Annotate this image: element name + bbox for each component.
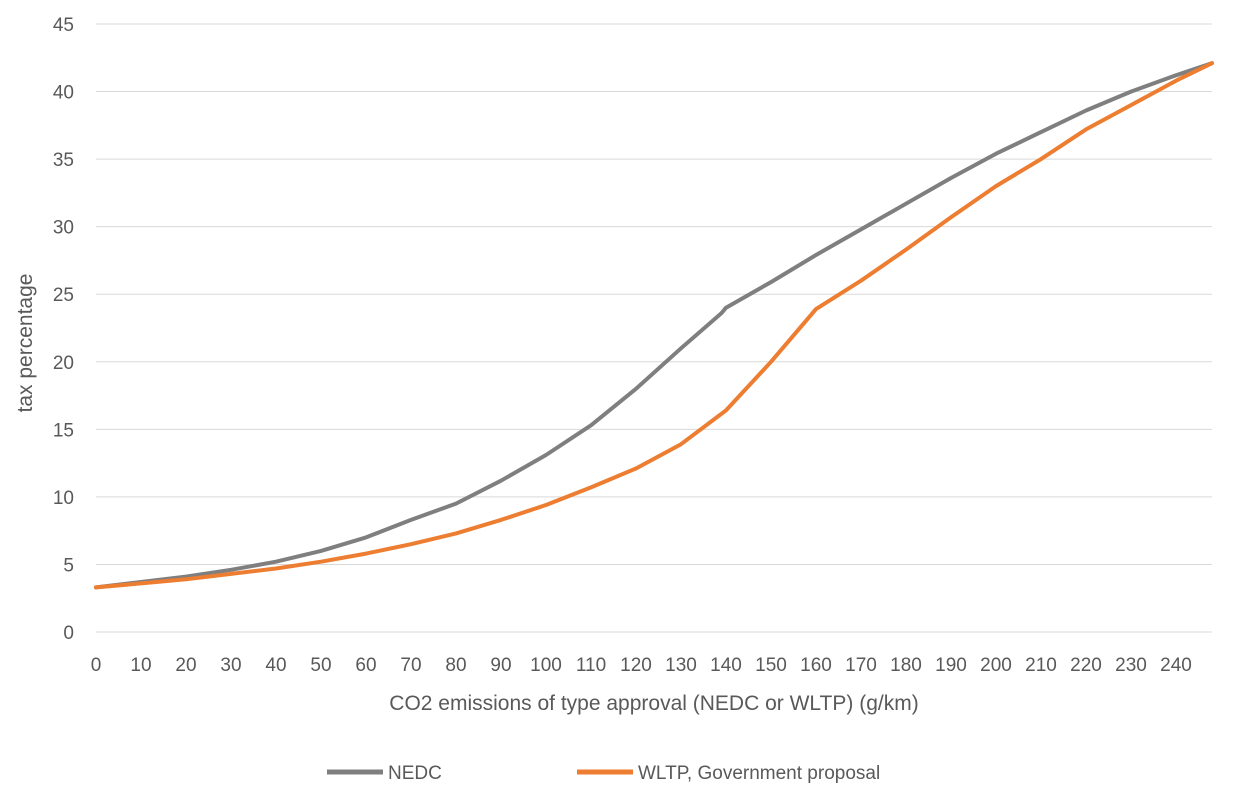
x-tick-label: 200: [980, 655, 1012, 676]
y-tick-label: 40: [53, 83, 74, 104]
x-tick-label: 60: [355, 655, 376, 676]
y-axis-tick-labels: 0 5 10 15 20 25 30 35 40 45: [53, 15, 74, 644]
x-tick-label: 0: [91, 655, 102, 676]
y-tick-label: 45: [53, 15, 74, 36]
x-axis-title: CO2 emissions of type approval (NEDC or …: [389, 692, 918, 715]
y-tick-label: 35: [53, 150, 74, 171]
x-tick-label: 140: [710, 655, 742, 676]
series-line-nedc: [94, 61, 1214, 590]
x-tick-label: 50: [310, 655, 331, 676]
y-tick-label: 20: [53, 353, 74, 374]
y-tick-label: 0: [63, 623, 74, 644]
x-tick-label: 240: [1160, 655, 1192, 676]
x-tick-label: 40: [265, 655, 286, 676]
x-tick-label: 80: [445, 655, 466, 676]
y-tick-label: 15: [53, 420, 74, 441]
y-tick-label: 5: [63, 555, 74, 576]
x-tick-label: 10: [130, 655, 151, 676]
series-lines: [94, 61, 1214, 590]
legend-label-nedc: NEDC: [388, 763, 442, 784]
y-axis-title: tax percentage: [14, 274, 37, 413]
legend-label-wltp: WLTP, Government proposal: [638, 763, 880, 784]
gridlines: [96, 23, 1212, 633]
x-tick-label: 170: [845, 655, 877, 676]
legend: NEDC WLTP, Government proposal: [327, 763, 880, 784]
x-tick-label: 110: [576, 655, 606, 676]
x-tick-label: 20: [175, 655, 196, 676]
x-tick-label: 180: [890, 655, 922, 676]
x-tick-label: 30: [220, 655, 241, 676]
x-tick-label: 70: [400, 655, 421, 676]
x-tick-label: 230: [1115, 655, 1147, 676]
x-tick-label: 210: [1025, 655, 1057, 676]
x-tick-label: 150: [755, 655, 787, 676]
x-tick-label: 160: [800, 655, 832, 676]
x-tick-label: 90: [490, 655, 511, 676]
y-tick-label: 10: [53, 488, 74, 509]
x-tick-label: 100: [530, 655, 562, 676]
x-tick-label: 130: [665, 655, 697, 676]
series-line-wltp: [94, 61, 1214, 590]
x-tick-label: 190: [935, 655, 967, 676]
x-axis-tick-labels: 0 10 20 30 40 50 60 70 80 90 100 110 120 130 140 150 160…: [91, 655, 1192, 676]
x-tick-label: 120: [620, 655, 652, 676]
y-tick-label: 30: [53, 218, 74, 239]
y-tick-label: 25: [53, 285, 74, 306]
x-tick-label: 220: [1070, 655, 1102, 676]
